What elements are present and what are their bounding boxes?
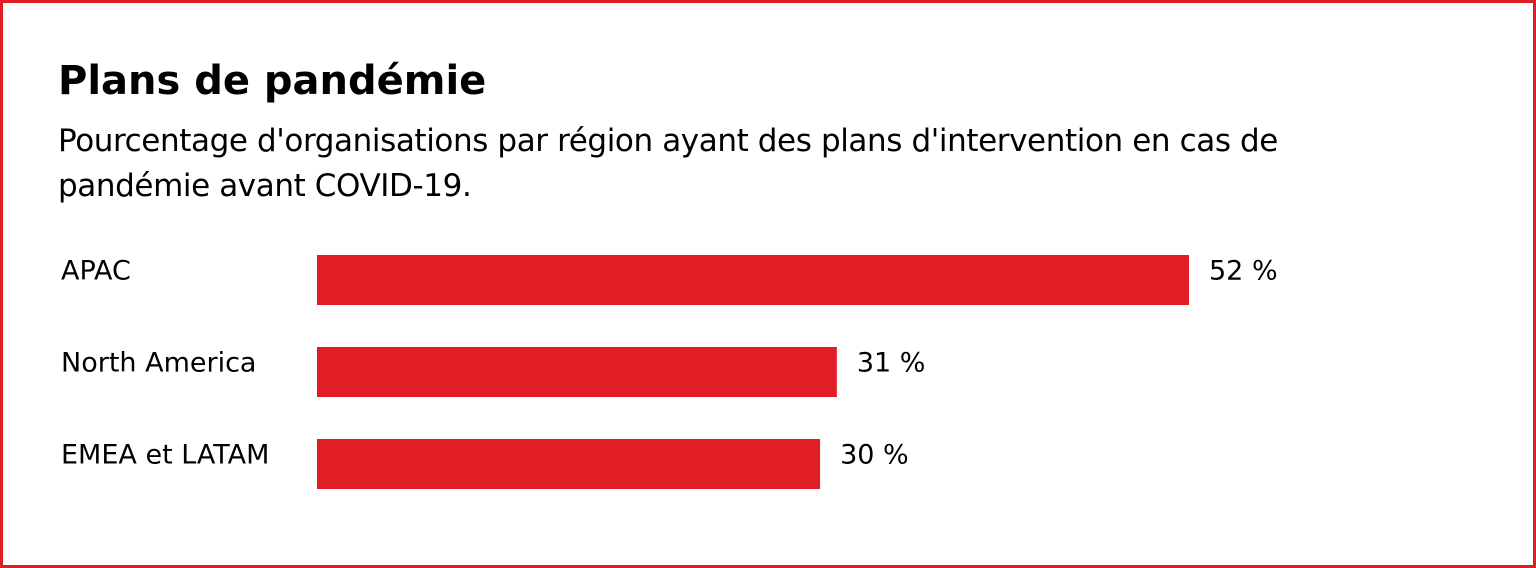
bar-emea-et-latam bbox=[317, 439, 821, 489]
value-label-north-america: 31 % bbox=[857, 348, 926, 379]
value-label-emea-et-latam: 30 % bbox=[840, 440, 909, 471]
bar-apac bbox=[317, 255, 1189, 305]
bar-north-america bbox=[317, 347, 837, 397]
category-label-apac: APAC bbox=[61, 256, 131, 287]
chart-subtitle: Pourcentage d'organisations par région a… bbox=[58, 123, 1278, 204]
chart-title: Plans de pandémie bbox=[58, 58, 487, 104]
category-label-emea-et-latam: EMEA et LATAM bbox=[61, 440, 269, 471]
value-label-apac: 52 % bbox=[1209, 256, 1278, 287]
category-label-north-america: North America bbox=[61, 348, 256, 379]
